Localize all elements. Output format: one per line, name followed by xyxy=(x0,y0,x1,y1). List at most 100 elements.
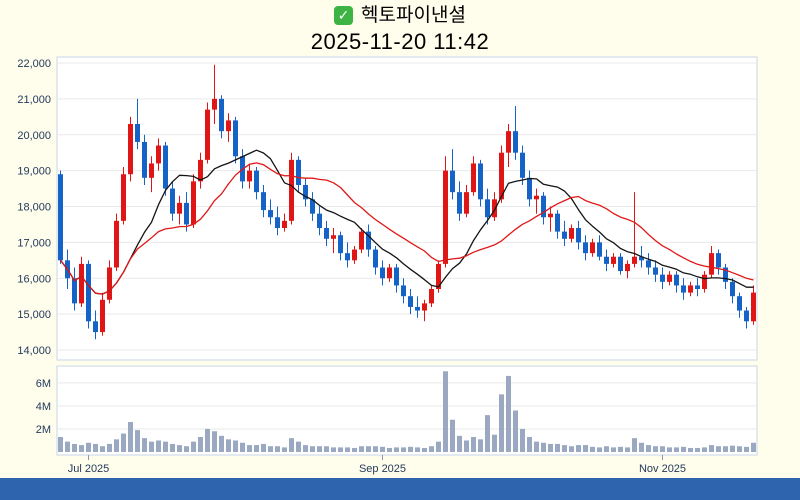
volume-bar xyxy=(660,446,665,452)
candle-body xyxy=(709,253,714,275)
candle-body xyxy=(457,192,462,214)
volume-bar xyxy=(205,428,210,452)
volume-bar xyxy=(359,446,364,452)
volume-bar xyxy=(247,445,252,452)
candle-body xyxy=(513,131,518,153)
volume-bar xyxy=(429,446,434,452)
candle-body xyxy=(177,202,182,214)
volume-bar xyxy=(730,445,735,452)
volume-bar xyxy=(296,441,301,452)
volume-bar xyxy=(667,447,672,452)
candle-body xyxy=(226,120,231,132)
candle-body xyxy=(268,210,273,218)
titlebar: ✓ 헥토파이낸셜 2025-11-20 11:42 xyxy=(0,0,800,55)
volume-bar xyxy=(163,441,168,452)
candle-body xyxy=(352,249,357,261)
volume-bar xyxy=(597,447,602,452)
x-axis-label: Jul 2025 xyxy=(68,463,110,475)
volume-bar xyxy=(317,446,322,452)
volume-bar xyxy=(282,447,287,452)
candle-body xyxy=(408,296,413,307)
candle-body xyxy=(506,131,511,153)
volume-bar xyxy=(310,446,315,452)
candle-body xyxy=(590,242,595,254)
candle-body xyxy=(527,177,532,200)
candle-body xyxy=(464,192,469,214)
volume-bar xyxy=(674,447,679,452)
volume-bar xyxy=(702,447,707,452)
candle-body xyxy=(233,120,238,157)
volume-bar xyxy=(709,445,714,452)
candle-body xyxy=(380,267,385,279)
candle-body xyxy=(639,256,644,261)
volume-bar xyxy=(338,447,343,452)
candle-body xyxy=(737,296,742,311)
volume-bar xyxy=(590,446,595,452)
candle-body xyxy=(387,267,392,279)
volume-bar xyxy=(121,433,126,452)
candle-body xyxy=(79,263,84,304)
candle-body xyxy=(667,274,672,282)
candle-body xyxy=(583,242,588,254)
candle-body xyxy=(198,159,203,182)
candle-body xyxy=(93,321,98,333)
y-axis-label: 16,000 xyxy=(17,273,51,285)
volume-bar xyxy=(226,439,231,452)
candle-body xyxy=(716,253,721,268)
volume-bar xyxy=(149,441,154,452)
candle-body xyxy=(618,256,623,272)
title-row: ✓ 헥토파이낸셜 xyxy=(0,5,800,26)
candle-body xyxy=(289,159,294,221)
candle-body xyxy=(156,145,161,164)
volume-bar xyxy=(198,437,203,452)
volume-bar xyxy=(604,446,609,452)
candle-body xyxy=(471,163,476,193)
volume-bar xyxy=(499,394,504,452)
candle-body xyxy=(415,306,420,311)
volume-bar xyxy=(548,443,553,452)
volume-bar xyxy=(394,447,399,452)
volume-bar xyxy=(751,442,756,452)
candle-body xyxy=(303,184,308,200)
volume-bar xyxy=(387,447,392,452)
candle-body xyxy=(534,195,539,200)
volume-bar xyxy=(485,415,490,452)
candle-body xyxy=(576,228,581,243)
candle-body xyxy=(611,256,616,264)
candle-body xyxy=(142,141,147,178)
volume-bar xyxy=(380,446,385,452)
volume-bar xyxy=(639,442,644,452)
volume-bar xyxy=(93,443,98,452)
footer-bar xyxy=(0,478,800,500)
candle-body xyxy=(660,274,665,282)
volume-bar xyxy=(254,445,259,452)
x-axis-label: Nov 2025 xyxy=(639,463,686,475)
candle-body xyxy=(744,310,749,322)
y-axis-label: 21,000 xyxy=(17,94,51,106)
stock-chart-svg: 22,000 21,000 20,000 19,000 18,000 17,000 16,0… xyxy=(17,56,758,475)
candle-body xyxy=(548,213,553,218)
candle-body xyxy=(422,303,427,311)
candle-body xyxy=(135,123,140,142)
volume-bar xyxy=(506,375,511,452)
candle-body xyxy=(730,281,735,297)
volume-bar xyxy=(331,447,336,452)
candle-body xyxy=(695,285,700,290)
volume-bar xyxy=(618,446,623,452)
candle-body xyxy=(569,228,574,239)
stock-name: 헥토파이낸셜 xyxy=(361,5,466,26)
candle-body xyxy=(366,231,371,250)
volume-bar xyxy=(562,445,567,452)
volume-bar xyxy=(492,434,497,452)
candle-body xyxy=(443,170,448,264)
volume-bar xyxy=(233,440,238,452)
volume-bar xyxy=(107,443,112,452)
volume-bar xyxy=(744,446,749,452)
volume-bar xyxy=(611,447,616,452)
volume-bar xyxy=(681,446,686,452)
y-axis-label: 19,000 xyxy=(17,166,51,178)
volume-bar xyxy=(408,446,413,452)
candle-body xyxy=(170,188,175,214)
candle-body xyxy=(632,256,637,264)
volume-panel xyxy=(56,365,758,456)
